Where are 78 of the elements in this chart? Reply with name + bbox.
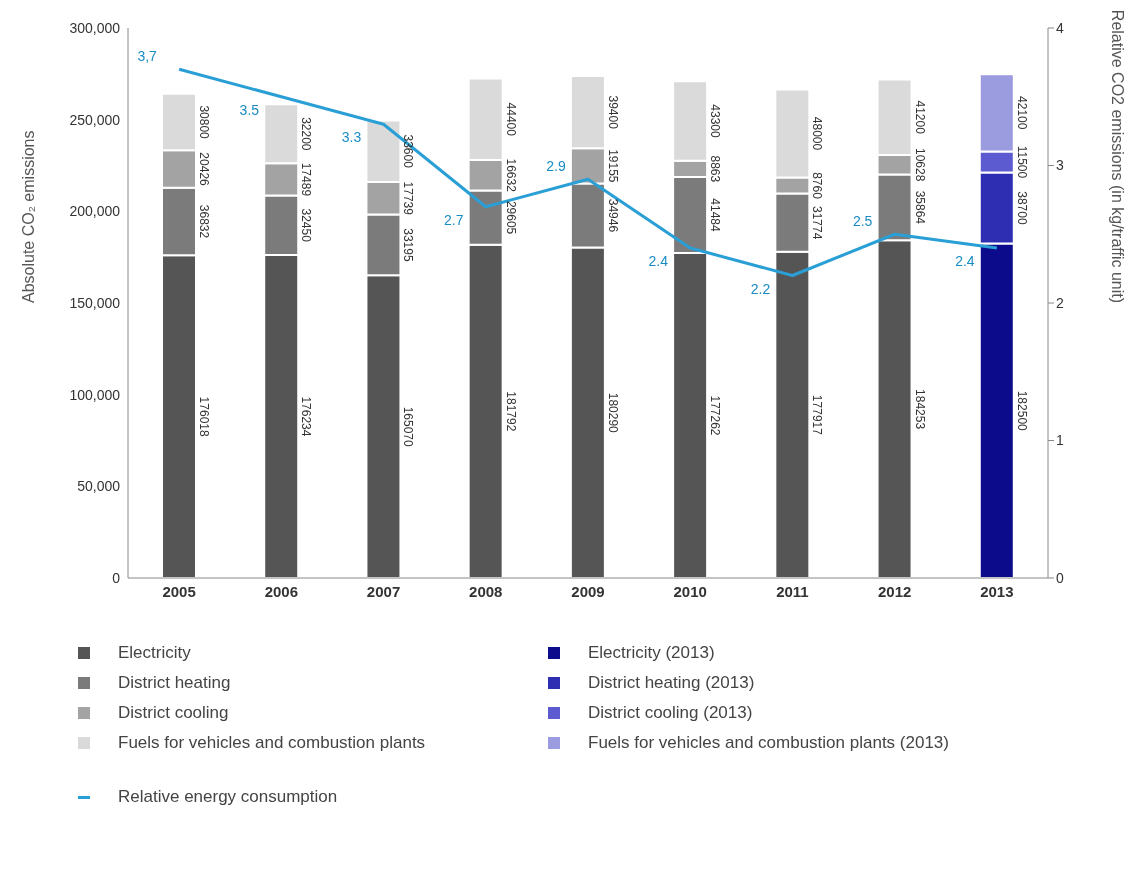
x-tick-label: 2011: [776, 582, 809, 600]
data-label: 176234: [299, 396, 314, 437]
data-label: 20426: [197, 152, 211, 187]
data-label: 42100: [1014, 96, 1029, 130]
data-label: 2.9: [546, 158, 566, 175]
legend-label: Fuels for vehicles and combustion plants: [117, 732, 427, 754]
data-label: 177262: [708, 395, 723, 436]
data-label: 10628: [912, 148, 927, 182]
y2-tick-label: 0: [1056, 569, 1064, 586]
data-label: 36832: [197, 204, 211, 239]
legend-label: District heating: [117, 672, 232, 694]
data-label: 2.4: [955, 253, 975, 269]
data-label: 39400: [605, 95, 620, 130]
legend-label: Fuels for vehicles and combustion plants (2013): [587, 732, 950, 754]
y2-axis-title: Relative CO2 emissions (in kg/traffic unit): [1109, 9, 1127, 303]
data-label: 32450: [299, 208, 314, 243]
data-label: 16632: [503, 158, 518, 193]
data-label: 29605: [503, 200, 518, 235]
data-label: 8863: [708, 155, 723, 183]
y2-tick-label: 1: [1056, 432, 1064, 449]
legend-label: Electricity (2013): [587, 642, 716, 664]
y-tick-label: 150,000: [69, 294, 121, 311]
x-tick-label: 2013: [980, 582, 1014, 600]
data-label: 11500: [1014, 145, 1029, 179]
data-label: 2.7: [444, 211, 464, 228]
data-label: 32200: [299, 117, 314, 151]
data-label: 41484: [708, 198, 723, 232]
data-label: 43300: [708, 104, 723, 139]
x-tick-label: 2010: [673, 582, 707, 600]
x-tick-label: 2005: [162, 582, 196, 600]
x-tick-label: 2007: [366, 582, 401, 600]
data-label: 2.4: [648, 253, 669, 269]
data-label: 176018: [197, 396, 211, 437]
y2-tick-label: 3: [1056, 157, 1064, 174]
data-label: 2.2: [750, 280, 771, 297]
legend-label: District cooling (2013): [587, 702, 754, 724]
x-tick-label: 2006: [264, 582, 299, 600]
data-label: 34946: [605, 198, 620, 233]
x-tick-label: 2012: [877, 582, 912, 600]
data-label: 33600: [401, 134, 416, 169]
data-label: 3.3: [341, 129, 362, 146]
y-tick-label: 200,000: [69, 203, 121, 220]
y-tick-label: 100,000: [69, 386, 121, 403]
y-tick-label: 250,000: [69, 111, 121, 128]
y-tick-label: 50,000: [77, 478, 121, 495]
line-series: [177, 67, 999, 277]
y2-tick-label: 2: [1056, 294, 1064, 311]
y-tick-label: 0: [112, 569, 121, 586]
data-label: 181792: [503, 391, 518, 432]
data-label: 44400: [503, 102, 518, 137]
data-label: 31774: [810, 206, 825, 240]
data-label: 19155: [605, 149, 620, 183]
data-label: 33195: [401, 228, 416, 262]
data-label: 180290: [605, 392, 620, 434]
data-label: 3.5: [239, 101, 260, 118]
data-label: 2.5: [852, 213, 873, 230]
legend-label: Electricity: [117, 642, 192, 664]
y-axis-title: Absolute CO₂ emissions: [19, 130, 37, 303]
data-label: 35864: [912, 190, 927, 225]
x-tick-label: 2008: [469, 582, 503, 600]
data-label: 48000: [810, 116, 825, 151]
y2-tick-label: 4: [1056, 19, 1064, 36]
data-label: 3,7: [137, 48, 158, 65]
data-label: 38700: [1014, 191, 1029, 225]
data-label: 182500: [1014, 390, 1029, 432]
data-label: 8760: [810, 172, 825, 200]
data-label: 30800: [197, 105, 211, 140]
data-label: 177917: [810, 394, 825, 436]
legend-label: Relative energy consumption: [117, 786, 339, 808]
data-label: 41200: [912, 100, 927, 135]
y-tick-label: 300,000: [69, 19, 121, 36]
x-tick-label: 2009: [571, 582, 605, 600]
data-label: 165070: [401, 406, 416, 448]
data-label: 17489: [299, 162, 314, 197]
legend-label: District cooling: [117, 702, 230, 724]
data-label: 184253: [912, 389, 927, 430]
data-label: 17739: [401, 181, 416, 216]
legend-label: District heating (2013): [587, 672, 756, 694]
